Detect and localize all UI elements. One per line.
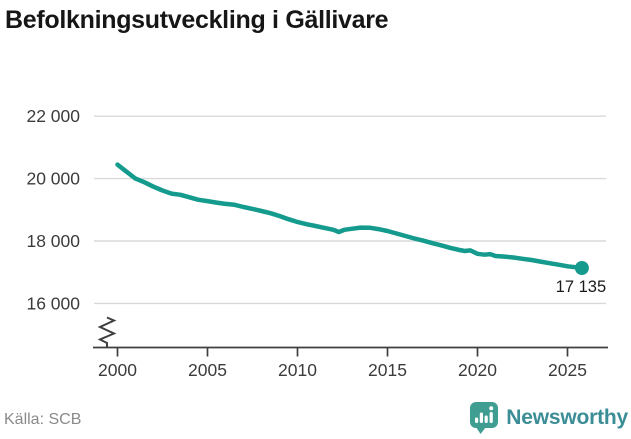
axis-break-icon	[97, 316, 117, 348]
chart-title: Befolkningsutveckling i Gällivare	[5, 6, 389, 34]
source-attribution: Källa: SCB	[4, 411, 82, 428]
x-axis-tick-label: 2015	[368, 360, 407, 380]
newsworthy-logo: Newsworthy	[469, 401, 628, 434]
end-point-marker	[574, 261, 589, 275]
y-axis-tick-label: 22 000	[26, 106, 80, 126]
y-axis-tick-label: 18 000	[26, 231, 80, 251]
x-axis-tick-label: 2020	[458, 360, 497, 380]
population-line	[115, 162, 585, 271]
population-line-chart: 16 000 18 000 20 000 22 000 2000 2005 2010 2015…	[26, 106, 608, 380]
x-axis-tick-label: 2010	[278, 360, 317, 380]
x-axis-tick-label: 2025	[548, 360, 587, 380]
y-axis-tick-label: 16 000	[26, 293, 80, 313]
y-axis-tick-label: 20 000	[26, 169, 80, 189]
newsworthy-chart-bubble-icon	[470, 402, 499, 434]
mini-bar-chart-glyph	[475, 406, 494, 423]
bubble-shape	[470, 402, 499, 434]
newsworthy-wordmark: Newsworthy	[506, 405, 628, 429]
end-value-label: 17 135	[556, 278, 606, 296]
x-axis-tick-label: 2005	[188, 360, 227, 380]
x-axis-tick-label: 2000	[98, 360, 137, 380]
